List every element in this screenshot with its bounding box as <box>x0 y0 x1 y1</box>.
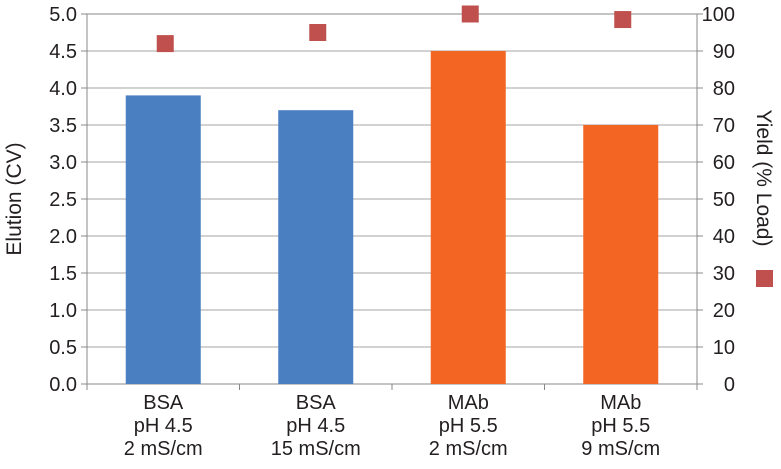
category-label-line: 2 mS/cm <box>429 438 508 460</box>
chart: 0.0 0.5 1.0 1.5 2.0 2.5 3.0 3.5 4.0 4.5 5.0 0 10 20 3… <box>0 0 781 469</box>
category-label: BSApH 4.515 mS/cm <box>271 392 361 460</box>
bar <box>431 51 506 384</box>
left-tick-label: 0.5 <box>49 337 77 359</box>
legend-marker <box>756 270 773 287</box>
left-tick-label: 2.5 <box>49 189 77 211</box>
right-tick-label: 100 <box>702 4 735 26</box>
right-tick-label: 60 <box>713 152 735 174</box>
right-tick-label: 90 <box>713 41 735 63</box>
category-label: MAbpH 5.59 mS/cm <box>581 392 660 460</box>
yield-marker <box>309 24 326 41</box>
right-axis-ticks: 0 10 20 30 40 50 60 70 80 90 100 <box>697 4 735 396</box>
right-axis-label: Yield (% Load) <box>752 110 775 247</box>
category-label-line: pH 5.5 <box>439 415 498 437</box>
yield-marker <box>614 11 631 28</box>
left-tick-label: 3.5 <box>49 115 77 137</box>
yield-marker <box>462 6 479 23</box>
bar <box>583 125 658 384</box>
category-label-line: 2 mS/cm <box>124 438 203 460</box>
category-label-line: 15 mS/cm <box>271 438 361 460</box>
bar <box>278 110 353 384</box>
right-tick-label: 30 <box>713 263 735 285</box>
category-label-line: BSA <box>143 392 184 414</box>
bar <box>126 95 201 384</box>
right-tick-label: 80 <box>713 78 735 100</box>
left-tick-label: 1.5 <box>49 263 77 285</box>
right-tick-label: 70 <box>713 115 735 137</box>
category-label-line: MAb <box>600 392 641 414</box>
left-tick-label: 1.0 <box>49 300 77 322</box>
category-label: MAbpH 5.52 mS/cm <box>429 392 508 460</box>
category-label-line: 9 mS/cm <box>581 438 660 460</box>
yield-markers <box>157 6 632 53</box>
category-label-line: pH 4.5 <box>286 415 345 437</box>
right-tick-label: 40 <box>713 226 735 248</box>
category-label: BSApH 4.52 mS/cm <box>124 392 203 460</box>
left-tick-label: 2.0 <box>49 226 77 248</box>
left-tick-label: 5.0 <box>49 4 77 26</box>
category-labels: BSApH 4.52 mS/cmBSApH 4.515 mS/cmMAbpH 5… <box>87 384 697 460</box>
left-tick-label: 3.0 <box>49 152 77 174</box>
left-tick-label: 4.5 <box>49 41 77 63</box>
category-label-line: MAb <box>448 392 489 414</box>
right-tick-label: 0 <box>724 374 735 396</box>
category-label-line: pH 5.5 <box>591 415 650 437</box>
category-label-line: pH 4.5 <box>134 415 193 437</box>
category-label-line: BSA <box>296 392 337 414</box>
right-tick-label: 10 <box>713 337 735 359</box>
left-axis-ticks: 0.0 0.5 1.0 1.5 2.0 2.5 3.0 3.5 4.0 4.5 5.0 <box>49 4 87 396</box>
left-tick-label: 4.0 <box>49 78 77 100</box>
left-tick-label: 0.0 <box>49 374 77 396</box>
bars <box>126 51 659 384</box>
left-axis-label: Elution (CV) <box>3 142 26 255</box>
right-tick-label: 50 <box>713 189 735 211</box>
right-tick-label: 20 <box>713 300 735 322</box>
yield-marker <box>157 35 174 52</box>
